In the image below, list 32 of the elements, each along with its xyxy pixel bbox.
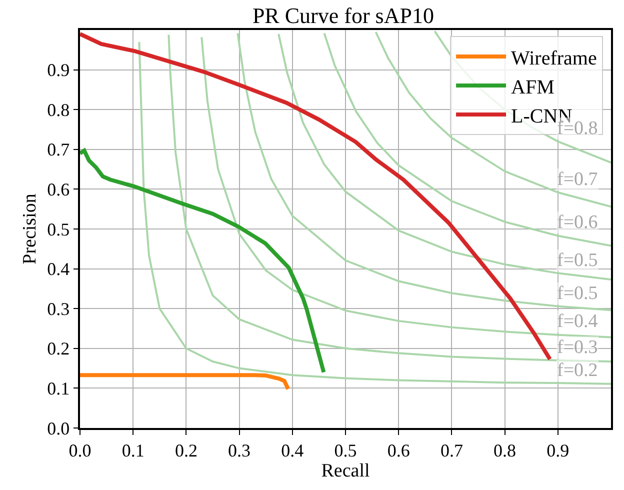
x-tick-label: 0.1: [122, 440, 144, 460]
y-tick-label: 0.1: [47, 378, 70, 398]
legend-label: Wireframe: [511, 47, 597, 70]
annotation: f=0.3: [557, 337, 598, 358]
x-tick-label: 0.2: [174, 440, 198, 460]
annotation: f=0.4: [557, 311, 598, 332]
annotation: f=0.2: [557, 360, 598, 381]
annotation: f=0.6: [557, 212, 598, 233]
y-tick-label: 0.4: [47, 259, 70, 280]
x-tick-label: 0.3: [228, 440, 251, 460]
x-tick-label: 0.7: [440, 440, 463, 460]
y-axis-title: Precision: [20, 193, 40, 264]
y-tick-label: 0.8: [47, 100, 70, 120]
y-tick-label: 0.3: [47, 298, 70, 319]
annotation: f=0.5: [557, 250, 598, 271]
annotation: f=0.5: [557, 283, 598, 304]
y-tick-label: 0.0: [47, 418, 70, 438]
y-tick-label: 0.2: [47, 338, 70, 359]
x-tick-label: 0.6: [387, 440, 410, 460]
y-tick-label: 0.6: [47, 180, 70, 200]
x-tick-label: 0.4: [281, 440, 304, 460]
annotation: f=0.7: [557, 169, 598, 190]
x-tick-label: 0.0: [68, 440, 92, 460]
x-tick-label: 0.8: [494, 440, 516, 460]
y-tick-label: 0.7: [47, 140, 70, 160]
x-axis-title: Recall: [321, 460, 370, 482]
x-tick-label: 0.9: [546, 440, 570, 460]
y-tick-label: 0.5: [47, 219, 70, 240]
chart-title: PR Curve for sAP10: [252, 2, 434, 28]
x-tick-label: 0.5: [334, 440, 357, 460]
y-tick-label: 0.9: [47, 60, 70, 80]
legend-label: AFM: [511, 76, 555, 98]
